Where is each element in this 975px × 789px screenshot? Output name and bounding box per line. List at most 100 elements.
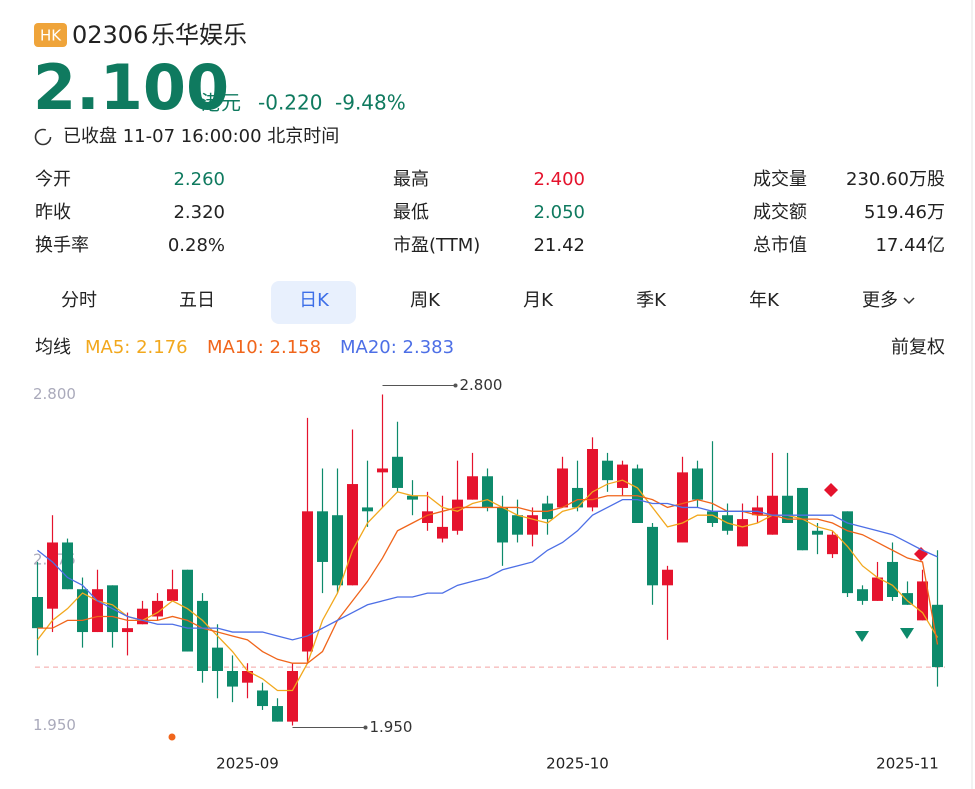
- stat-label: 最低: [393, 202, 429, 223]
- stat-label: 总市值: [753, 235, 807, 256]
- stat-value: 519.46万: [864, 202, 945, 223]
- candle-body: [812, 530, 823, 535]
- candle-body: [827, 534, 838, 555]
- candle-body: [692, 468, 703, 500]
- tab[interactable]: 月K: [523, 290, 554, 311]
- stat-value: 21.42: [533, 235, 585, 256]
- candle-body: [737, 519, 748, 547]
- candle-body: [317, 511, 328, 562]
- candle-body: [227, 671, 238, 687]
- candle-body: [422, 511, 433, 523]
- candle-body: [662, 569, 673, 586]
- candle-body: [437, 526, 448, 539]
- candle-body: [257, 690, 268, 707]
- candle-body: [212, 647, 223, 671]
- change-percent: -9.48%: [335, 91, 406, 115]
- candle-body: [842, 511, 853, 594]
- candle-body: [302, 511, 313, 652]
- signal-marker: [855, 631, 869, 642]
- candle-body: [287, 671, 298, 722]
- candle-body: [857, 589, 868, 601]
- candle-body: [602, 460, 613, 481]
- more-chevron: [903, 297, 915, 305]
- stat-label: 换手率: [35, 235, 89, 256]
- candle-body: [272, 706, 283, 722]
- market-status: 已收盘 11-07 16:00:00 北京时间: [63, 126, 339, 147]
- candle-body: [122, 628, 133, 633]
- event-dot: [168, 733, 176, 741]
- candle-body: [557, 468, 568, 508]
- candle-body: [887, 561, 898, 597]
- legend-entry: MA20: 2.383: [340, 337, 454, 358]
- tab[interactable]: 季K: [636, 290, 667, 311]
- candle-body: [782, 495, 793, 523]
- candle-body: [587, 449, 598, 508]
- stat-label: 最高: [393, 169, 429, 190]
- legend-entry: MA10: 2.158: [207, 337, 321, 358]
- tab[interactable]: 更多: [862, 290, 898, 311]
- stat-value: 2.050: [533, 202, 585, 223]
- tab[interactable]: 五日: [179, 290, 215, 311]
- active-tab-bg: [271, 281, 356, 324]
- price: 2.100: [33, 51, 229, 124]
- candle-body: [362, 507, 373, 512]
- ma-line: [37, 498, 938, 641]
- candle-body: [902, 593, 913, 605]
- stat-label: 市盈(TTM): [393, 235, 480, 256]
- candle-body: [452, 499, 463, 531]
- ma-line: [37, 495, 939, 664]
- candle-body: [77, 589, 88, 633]
- candle-body: [467, 476, 478, 500]
- candle-body: [482, 476, 493, 508]
- x-tick-label: 2025-10: [546, 755, 609, 773]
- currency: 港元: [201, 91, 241, 115]
- stat-value: 0.28%: [168, 235, 225, 256]
- candle-body: [497, 507, 508, 543]
- tab[interactable]: 周K: [410, 290, 441, 311]
- candle-body: [707, 511, 718, 523]
- candle-body: [512, 515, 523, 535]
- candle-body: [32, 597, 43, 629]
- candle-body: [347, 484, 358, 586]
- tabs: 分时 五日 日K 周K 月K 季K 年K 更多: [61, 290, 898, 311]
- tab[interactable]: 分时: [61, 290, 97, 311]
- adjust-mode[interactable]: 前复权: [891, 337, 945, 358]
- extreme-dot: [363, 725, 368, 730]
- extreme-label: 2.800: [460, 376, 503, 394]
- stat-value: 230.60万股: [846, 169, 945, 190]
- extreme-label: 1.950: [370, 718, 413, 736]
- stock-code: 02306: [72, 21, 148, 49]
- candle-body: [572, 487, 583, 508]
- candle-body: [617, 464, 628, 488]
- stat-value: 2.400: [533, 169, 585, 190]
- stat-value: 2.320: [173, 202, 225, 223]
- candle-body: [377, 468, 388, 473]
- candle-body: [182, 569, 193, 652]
- candle-body: [332, 515, 343, 586]
- candle-body: [527, 515, 538, 535]
- candle-body: [152, 600, 163, 617]
- tab[interactable]: 年K: [749, 290, 780, 311]
- market-label: HK: [40, 27, 62, 45]
- stat-label: 成交额: [753, 202, 807, 223]
- stat-label: 今开: [35, 169, 71, 190]
- candle-body: [647, 526, 658, 586]
- candle-body: [62, 542, 73, 590]
- legend-title: 均线: [35, 337, 71, 358]
- x-tick-label: 2025-09: [216, 755, 279, 773]
- candle-body: [137, 608, 148, 625]
- candle-body: [407, 495, 418, 500]
- x-tick-label: 2025-11: [876, 755, 939, 773]
- stat-label: 成交量: [753, 169, 807, 190]
- stat-label: 昨收: [35, 202, 71, 223]
- signal-marker: [824, 483, 838, 497]
- candle-body: [242, 671, 253, 683]
- status-icon: [34, 128, 52, 146]
- stat-value: 2.260: [173, 169, 225, 190]
- tab[interactable]: 日K: [299, 290, 330, 311]
- stock-name: 乐华娱乐: [151, 21, 247, 49]
